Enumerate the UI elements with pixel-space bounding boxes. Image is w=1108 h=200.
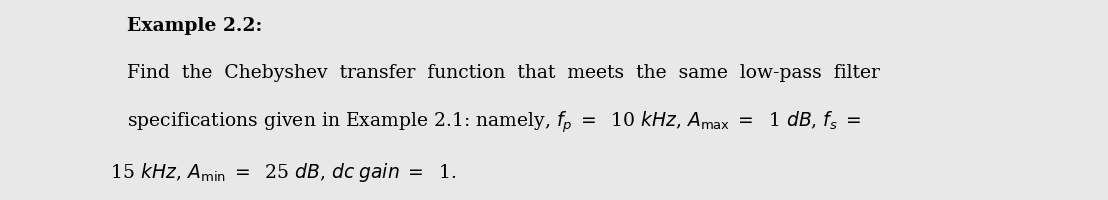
Text: specifications given in Example 2.1: namely, $f_p\;=\;$ 10 $kHz$, $A_\mathrm{max: specifications given in Example 2.1: nam… — [127, 109, 862, 135]
Text: Example 2.2:: Example 2.2: — [127, 17, 263, 35]
Text: Find  the  Chebyshev  transfer  function  that  meets  the  same  low-pass  filt: Find the Chebyshev transfer function tha… — [127, 64, 880, 82]
Text: 15 $kHz$, $A_\mathrm{min}\;=\;$ 25 $dB$, $dc\;gain\;=\;$ 1.: 15 $kHz$, $A_\mathrm{min}\;=\;$ 25 $dB$,… — [105, 161, 456, 183]
